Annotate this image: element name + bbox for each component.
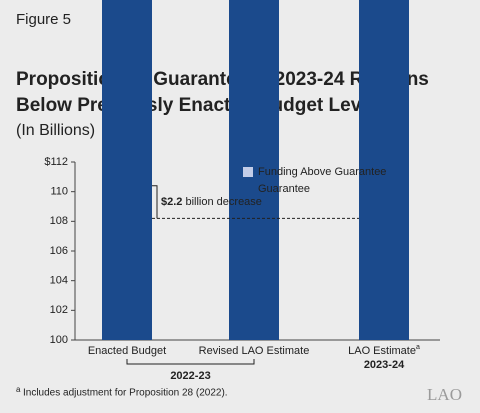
source-logo: LAO — [427, 385, 462, 404]
y-tick-label: 100 — [50, 334, 68, 346]
chart-title: Below Previously Enacted Budget Level — [16, 95, 377, 116]
y-tick-label: 104 — [50, 275, 68, 287]
y-tick-label: $112 — [44, 156, 68, 168]
y-tick-label: 108 — [50, 215, 68, 227]
legend-label: Funding Above Guarantee — [258, 166, 386, 178]
y-tick-label: 106 — [50, 245, 68, 257]
x-tick-label: Revised LAO Estimate — [199, 345, 310, 357]
legend-label: Guarantee — [258, 183, 310, 195]
y-tick-label: 102 — [50, 304, 68, 316]
group-bracket — [126, 359, 255, 365]
y-tick-label: 110 — [50, 186, 68, 198]
difference-bracket — [152, 185, 158, 219]
legend-swatch — [243, 167, 253, 177]
category-name: Revised LAO Estimate — [199, 345, 310, 357]
footnote-marker: a — [16, 385, 21, 394]
bar-segment — [359, 0, 409, 340]
legend-swatch — [243, 184, 253, 194]
category-name: LAO Estimate — [348, 345, 416, 357]
x-tick-label: Enacted Budget — [88, 345, 166, 357]
footnote: Includes adjustment for Proposition 28 (… — [23, 388, 228, 399]
category-name: Enacted Budget — [88, 345, 166, 357]
group-label: 2022-23 — [170, 370, 210, 382]
annotation: $2.2 billion decrease — [161, 196, 262, 208]
footnote-marker: a — [416, 344, 420, 351]
x-tick-label: LAO Estimatea — [348, 344, 420, 357]
figure-label: Figure 5 — [16, 11, 71, 28]
annotation-text: billion decrease — [185, 196, 261, 208]
bar-segment — [102, 0, 152, 340]
subtitle: (In Billions) — [16, 122, 95, 139]
annotation-amount: $2.2 — [161, 196, 182, 208]
bar-segment — [229, 0, 279, 340]
group-label: 2023-24 — [364, 359, 405, 371]
